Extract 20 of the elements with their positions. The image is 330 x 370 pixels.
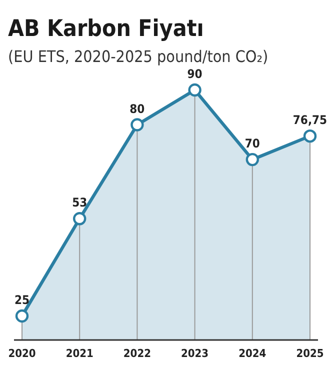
point xyxy=(130,118,144,132)
data-label: 53 xyxy=(72,196,88,210)
data-label: 80 xyxy=(130,102,145,116)
data-label: 90 xyxy=(187,67,202,81)
point xyxy=(15,309,29,323)
point xyxy=(303,129,317,143)
x-tick-label: 2023 xyxy=(181,347,209,360)
data-label: 76,75 xyxy=(292,113,328,128)
x-tick-label: 2024 xyxy=(238,347,266,360)
x-tick-label: 2021 xyxy=(66,347,94,360)
point xyxy=(73,212,86,226)
x-tick-label: 2022 xyxy=(123,347,152,360)
chart-subtitle: (EU ETS, 2020-2025 pound/ton CO₂) xyxy=(8,47,268,66)
point xyxy=(188,83,202,97)
x-tick-label: 2020 xyxy=(8,347,36,360)
data-label: 25 xyxy=(14,293,30,307)
chart-title: AB Karbon Fiyatı xyxy=(8,16,204,42)
point xyxy=(246,152,259,166)
data-label: 70 xyxy=(244,136,260,151)
x-tick-label: 2025 xyxy=(296,347,324,360)
